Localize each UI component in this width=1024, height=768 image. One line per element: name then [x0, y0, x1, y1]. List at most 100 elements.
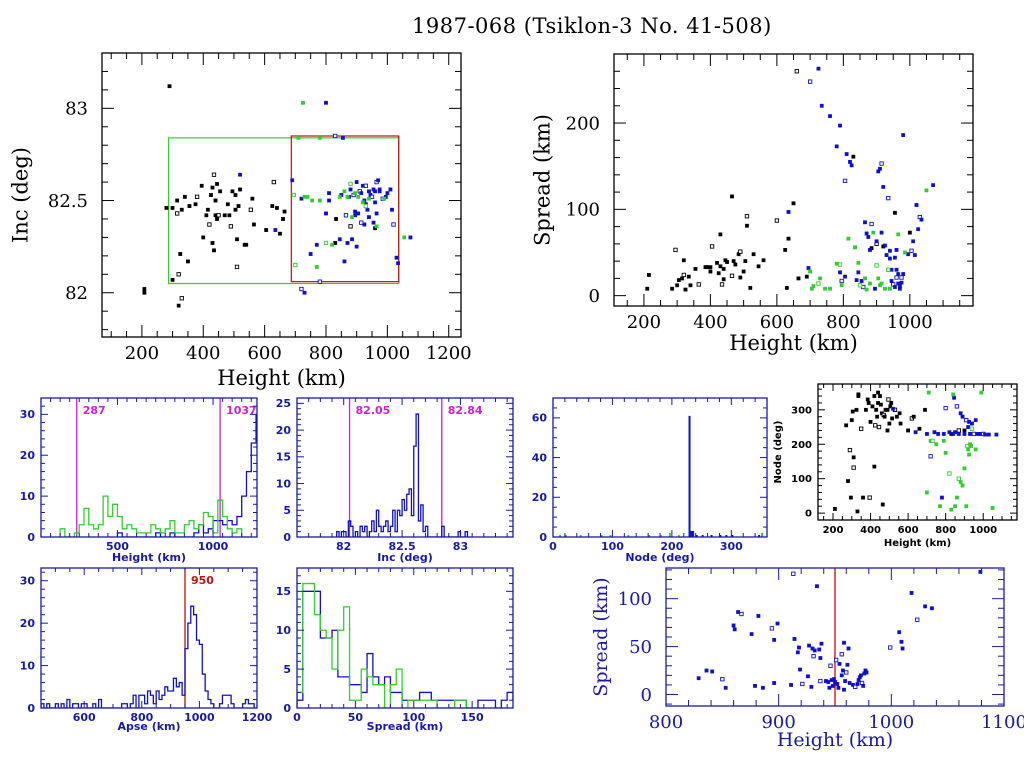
- data-point: [885, 428, 890, 433]
- data-point: [670, 286, 675, 291]
- histogram-bar-blue: [695, 535, 698, 537]
- data-point: [363, 203, 369, 209]
- data-point: [840, 668, 845, 673]
- data-point: [938, 504, 942, 509]
- data-point: [751, 252, 756, 257]
- data-point: [979, 390, 984, 395]
- data-point: [839, 673, 844, 678]
- data-point: [900, 646, 905, 651]
- histogram-bar-green: [677, 535, 680, 537]
- data-point: [238, 172, 242, 177]
- data-point: [844, 423, 849, 428]
- data-point: [216, 213, 221, 218]
- data-point: [894, 275, 899, 280]
- panel-spread-vs-height: 200 400 600 800 1000 0 100 200 Height (km) Spread…: [531, 53, 974, 355]
- data-point: [874, 263, 879, 268]
- data-point: [374, 224, 379, 229]
- data-point: [848, 159, 852, 164]
- histogram-green: [59, 495, 247, 537]
- series-black: [832, 390, 967, 514]
- data-point: [673, 247, 678, 253]
- y-tick-label: 30: [20, 575, 36, 588]
- y-tick-label: 30: [20, 408, 36, 421]
- data-point: [299, 286, 304, 292]
- data-point: [849, 418, 854, 423]
- data-point: [873, 423, 878, 428]
- data-point: [870, 404, 875, 409]
- data-point: [923, 407, 927, 412]
- data-point: [941, 432, 946, 436]
- data-point: [854, 407, 859, 412]
- data-point: [731, 623, 736, 628]
- data-point: [807, 643, 811, 648]
- histogram-bar-green: [668, 533, 671, 537]
- data-point: [891, 406, 895, 411]
- data-point: [888, 645, 893, 650]
- data-point: [337, 194, 342, 199]
- data-point: [301, 100, 305, 105]
- data-point: [233, 207, 238, 212]
- data-point: [743, 259, 748, 264]
- data-point: [818, 276, 822, 281]
- data-point: [835, 682, 840, 686]
- data-point: [917, 426, 922, 431]
- data-point: [876, 424, 882, 430]
- data-point: [363, 183, 369, 188]
- data-point: [348, 224, 353, 229]
- data-point: [769, 626, 775, 631]
- data-point: [696, 676, 701, 681]
- data-point: [887, 286, 892, 291]
- data-point: [686, 274, 691, 279]
- x-tick-label: 0: [293, 711, 301, 724]
- data-point: [210, 185, 215, 190]
- data-point: [310, 198, 315, 203]
- data-point: [274, 206, 279, 210]
- data-point: [278, 231, 282, 236]
- y-tick-label: 200: [791, 440, 812, 451]
- data-point: [175, 198, 180, 203]
- data-point: [201, 235, 206, 240]
- data-point: [204, 213, 209, 218]
- data-point: [238, 187, 242, 192]
- y-tick-label: 10: [276, 624, 292, 637]
- data-point: [736, 610, 741, 614]
- x-tick-label: 50: [348, 711, 364, 724]
- y-tick-label: 0: [805, 509, 812, 520]
- histogram-bar-blue: [725, 535, 728, 537]
- axis-ticks: [102, 52, 461, 337]
- plot-area: [336, 398, 469, 537]
- data-point: [855, 509, 860, 514]
- data-point: [892, 255, 897, 260]
- data-point: [868, 419, 873, 424]
- x-tick-label: 1000: [364, 343, 410, 364]
- panel-node-histogram: 0 100 200 300 0 20 40 60 Node (deg): [532, 397, 768, 564]
- data-point: [167, 84, 172, 89]
- data-point: [340, 135, 345, 140]
- data-point: [373, 189, 377, 194]
- plot-area: [41, 568, 257, 708]
- data-point: [791, 201, 796, 206]
- data-point: [943, 450, 948, 455]
- y-tick-label: 300: [791, 405, 812, 416]
- data-point: [371, 220, 376, 225]
- x-axis-label: Inc (deg): [377, 551, 433, 564]
- data-point: [855, 682, 860, 686]
- data-point: [818, 678, 823, 684]
- data-point: [676, 278, 681, 283]
- data-point: [865, 397, 870, 402]
- data-point: [899, 280, 904, 285]
- x-tick-label: 1000: [969, 525, 997, 536]
- data-point: [360, 200, 365, 205]
- data-point: [170, 206, 175, 210]
- data-point: [227, 213, 232, 218]
- x-tick-label: 1100: [981, 712, 1024, 733]
- data-point: [175, 211, 180, 216]
- data-point: [859, 673, 863, 678]
- panel-spread-vs-height-zoom: 800 900 1000 1100 0 50 100 Height (km) Spread (k…: [590, 567, 1024, 751]
- data-point: [894, 248, 899, 252]
- data-point: [792, 637, 797, 641]
- data-point: [251, 222, 256, 227]
- plot-area: [645, 66, 936, 292]
- series-blue: [696, 569, 983, 692]
- data-point: [864, 287, 869, 292]
